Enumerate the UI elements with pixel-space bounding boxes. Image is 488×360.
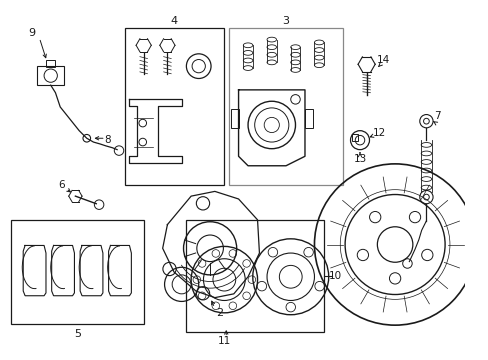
Bar <box>124 28 224 185</box>
Text: 11: 11 <box>217 336 230 346</box>
Bar <box>186 220 323 332</box>
Text: 8: 8 <box>104 135 111 145</box>
Bar <box>305 109 312 128</box>
Text: 2: 2 <box>216 308 223 318</box>
Text: 3: 3 <box>282 15 289 26</box>
Text: 7: 7 <box>434 112 440 121</box>
Bar <box>352 135 357 141</box>
Text: 14: 14 <box>376 54 389 64</box>
Text: 10: 10 <box>328 271 341 281</box>
Text: 6: 6 <box>58 180 64 190</box>
Text: 1: 1 <box>486 225 488 235</box>
Text: 4: 4 <box>170 15 177 26</box>
Bar <box>38 66 64 85</box>
Text: 9: 9 <box>28 28 35 38</box>
Bar <box>11 220 143 324</box>
Text: 13: 13 <box>353 154 366 164</box>
Bar <box>46 60 55 67</box>
Text: 5: 5 <box>74 329 81 339</box>
Text: 12: 12 <box>371 127 385 138</box>
Bar <box>228 28 342 185</box>
Bar <box>230 109 238 128</box>
